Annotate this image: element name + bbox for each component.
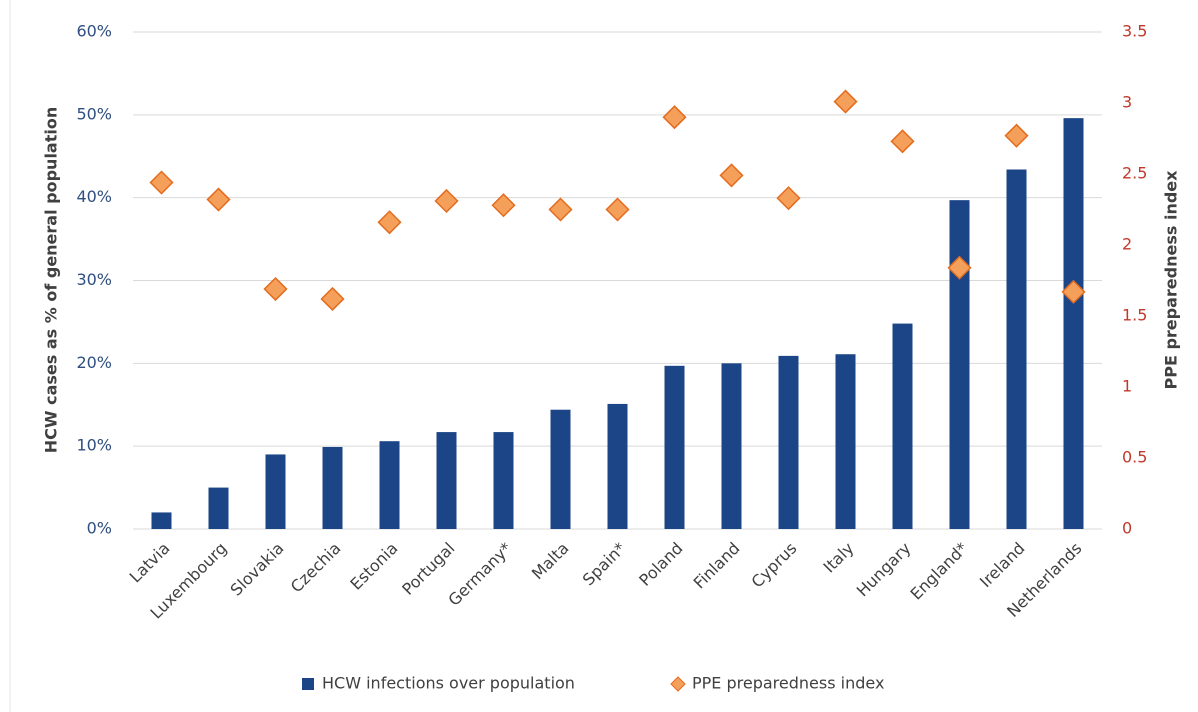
y2-axis-title: PPE preparedness index (1162, 170, 1181, 390)
x-tick-label: Latvia (126, 539, 174, 587)
diamond-marker (947, 255, 972, 280)
x-tick-label: Poland (635, 539, 686, 590)
bar (778, 355, 799, 529)
y2-tick-label: 1.5 (1122, 306, 1147, 325)
x-tick-label: Malta (528, 539, 573, 584)
x-tick-label: Slovakia (227, 539, 288, 600)
bar (892, 323, 913, 529)
y2-tick-label: 0.5 (1122, 448, 1147, 467)
legend-swatch (302, 678, 314, 690)
bar (664, 365, 685, 529)
y-tick-label: 20% (76, 353, 112, 372)
y-tick-label: 60% (76, 22, 112, 41)
x-tick-label: Finland (690, 539, 744, 593)
y2-tick-label: 2.5 (1122, 164, 1147, 183)
diamond-marker (434, 188, 459, 214)
bar (949, 200, 970, 529)
y-tick-label: 10% (76, 436, 112, 455)
bar (607, 403, 628, 529)
x-tick-label: Cyprus (748, 539, 801, 592)
bar (1063, 118, 1084, 529)
diamond-marker (149, 170, 174, 195)
x-tick-label: Italy (820, 539, 858, 577)
bar (208, 487, 229, 529)
diamond-marker (890, 129, 915, 154)
diamond-marker (263, 276, 288, 302)
bar (550, 409, 571, 529)
legend-swatch (670, 676, 686, 692)
legend-label: HCW infections over population (322, 674, 575, 693)
diamond-marker (833, 89, 858, 114)
x-tick-label: England* (906, 539, 971, 604)
y2-tick-label: 3.5 (1122, 22, 1147, 41)
y-axis-title: HCW cases as % of general population (42, 107, 61, 454)
y-tick-label: 40% (76, 187, 112, 206)
diamond-marker (1004, 123, 1029, 148)
diamond-marker (719, 163, 744, 188)
diamond-marker (320, 286, 345, 312)
bar (151, 512, 172, 529)
diamond-marker (1061, 279, 1086, 304)
x-tick-label: Spain* (579, 539, 630, 590)
y2-tick-label: 2 (1122, 235, 1132, 254)
bar (379, 441, 400, 529)
diamond-marker (605, 197, 630, 222)
diamond-marker (377, 210, 402, 235)
y2-tick-label: 3 (1122, 93, 1132, 112)
bar (322, 446, 343, 529)
legend-label: PPE preparedness index (692, 674, 884, 693)
bar (265, 454, 286, 529)
x-tick-label: Hungary (853, 539, 915, 601)
bar (493, 432, 514, 529)
diamond-marker (491, 193, 516, 218)
y2-tick-label: 0 (1122, 519, 1132, 538)
y-tick-label: 0% (87, 519, 112, 538)
x-tick-label: Czechia (287, 539, 345, 597)
bar (835, 354, 856, 529)
y2-tick-label: 1 (1122, 377, 1132, 396)
diamond-marker (776, 186, 801, 211)
bar (721, 363, 742, 529)
y-tick-label: 30% (76, 270, 112, 289)
diamond-marker (662, 105, 687, 130)
diamond-marker (206, 187, 231, 212)
x-tick-label: Ireland (976, 539, 1029, 592)
bar (436, 432, 457, 529)
y-tick-label: 50% (76, 104, 112, 123)
diamond-marker (548, 197, 573, 222)
bar (1006, 169, 1027, 529)
x-tick-label: Estonia (346, 539, 401, 594)
